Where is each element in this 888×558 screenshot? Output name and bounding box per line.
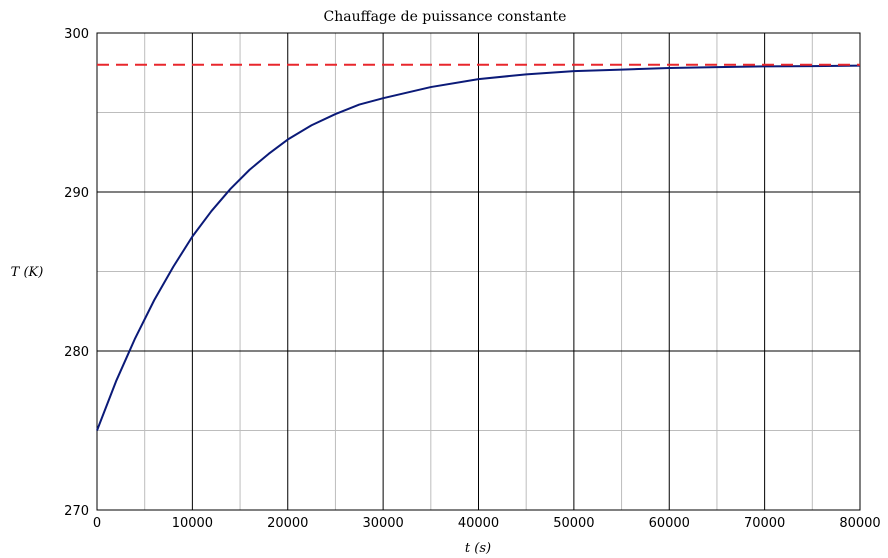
x-tick-label: 60000: [649, 516, 690, 531]
x-tick-label: 20000: [267, 516, 308, 531]
y-tick-label: 300: [64, 27, 89, 42]
x-axis-label: t (s): [465, 541, 491, 556]
x-tick-label: 30000: [362, 516, 403, 531]
x-tick-label: 80000: [839, 516, 880, 531]
x-tick-label: 0: [93, 516, 101, 531]
y-tick-labels: 270 280 290 300: [64, 27, 89, 519]
x-tick-label: 40000: [458, 516, 499, 531]
x-tick-label: 50000: [553, 516, 594, 531]
series-layer: [96, 63, 861, 431]
x-tick-label: 70000: [744, 516, 785, 531]
plot-frame: [96, 32, 861, 511]
chart-title: Chauffage de puissance constante: [324, 9, 567, 25]
y-axis-label: T (K): [11, 265, 44, 280]
y-tick-label: 270: [64, 504, 89, 519]
y-tick-label: 280: [64, 345, 89, 360]
x-tick-labels: 0 10000 20000 30000 40000 50000 60000 70000 8000…: [93, 516, 881, 531]
temperature-curve: [96, 64, 861, 431]
y-tick-label: 290: [64, 186, 89, 201]
x-tick-label: 10000: [172, 516, 213, 531]
